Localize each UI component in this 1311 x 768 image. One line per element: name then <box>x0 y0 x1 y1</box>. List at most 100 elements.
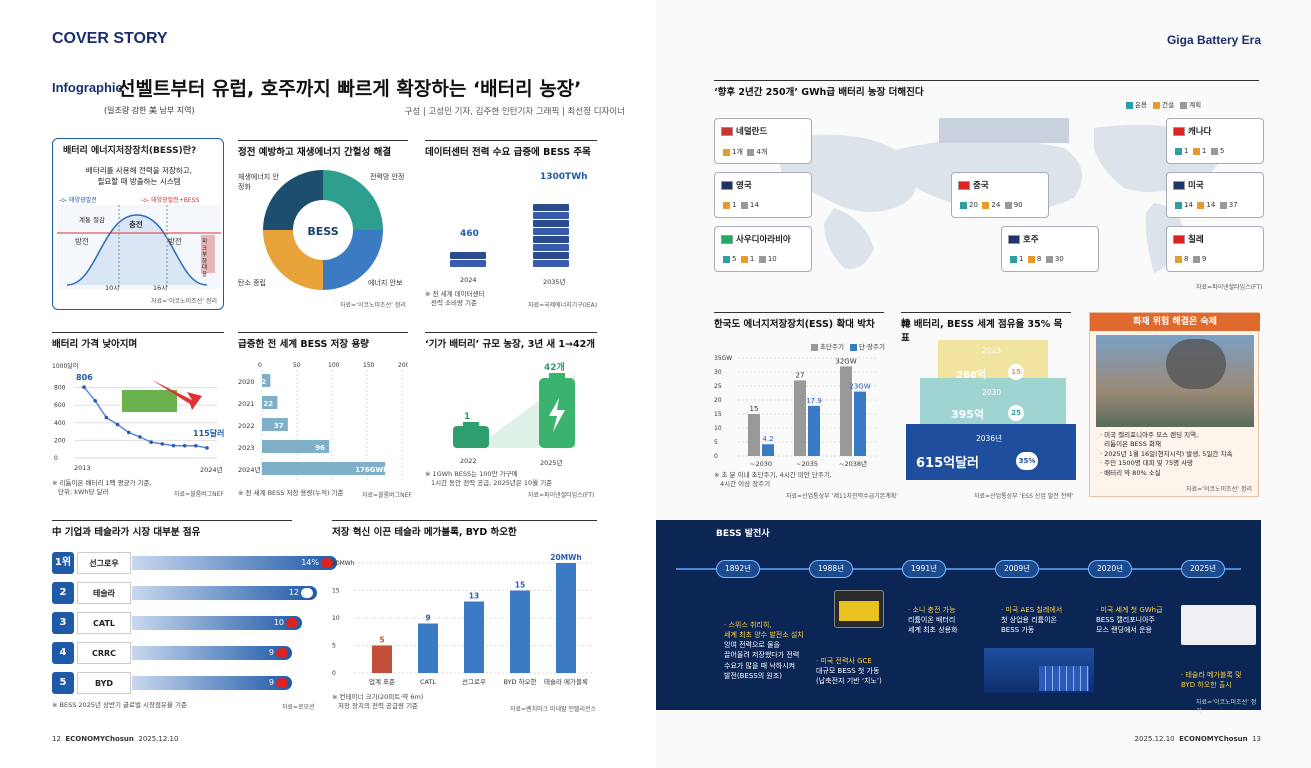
history-source: 자료=‘이코노미조선’ 정리 <box>1196 699 1257 715</box>
battery-label <box>839 601 879 621</box>
ks-value-0: 266억 <box>956 370 987 381</box>
role-source: 자료=‘이코노미조선’ 정리 <box>340 302 406 309</box>
den-tick: 5 <box>332 643 336 650</box>
ess-label-b: 4.2 <box>762 435 773 443</box>
price-x1: 2013 <box>74 464 91 472</box>
h1-4: 수요가 많을 때 낙하시켜 <box>724 661 796 670</box>
country-box: 캐나다 1 1 5 <box>1166 118 1264 164</box>
h1-2: 잉여 전력으로 물을 <box>724 641 780 650</box>
share-rank: 1위 <box>52 552 74 574</box>
price-start-label: 806 <box>76 373 93 382</box>
milestone-year: 2009년 <box>995 560 1039 578</box>
milestone-year: 1988년 <box>809 560 853 578</box>
role-q4: 에너지 안보 <box>368 279 403 287</box>
country-box: 칠레 8 9 <box>1166 226 1264 272</box>
ks-band-2025 <box>938 340 1048 378</box>
ess-label-b: 23GW <box>849 383 870 391</box>
legend-solar-bess-label: 태양광발전+BESS <box>151 197 200 204</box>
price-point <box>82 385 86 389</box>
ess-label-a: 27 <box>796 371 805 379</box>
share-rank: 5 <box>52 672 74 694</box>
dc-value-2035: 1300TWh <box>540 172 588 182</box>
flag-icon <box>721 181 733 190</box>
legend-construction: 건설 <box>1162 101 1175 109</box>
ks-band-2036 <box>906 424 1076 480</box>
giga-chart <box>453 373 575 448</box>
solar-panel <box>1039 666 1089 691</box>
bess-intro-title: 배터리 에너지저장장치(BESS)란? <box>63 146 197 156</box>
ks-year-2: 2036년 <box>976 434 1002 443</box>
ess-x-label: ~2038년 <box>839 459 867 468</box>
giga-note-1: ※ 1GWh BESS는 100만 가구에 <box>425 470 518 478</box>
country-box: 중국 20 24 90 <box>951 172 1049 218</box>
solar-curve <box>66 214 208 286</box>
milestone-year: 1892년 <box>716 560 760 578</box>
price-point <box>160 442 165 446</box>
dc-source: 자료=국제에너지기구(IEA) <box>528 302 598 309</box>
h6-0: · 테슬라 메가블록 및 <box>1181 671 1242 679</box>
history-title: BESS 발전사 <box>716 529 770 539</box>
share-source: 자료=로모션 <box>282 704 315 711</box>
h4-2: BESS 가동 <box>1001 626 1035 635</box>
dc-stack-2035-unit <box>533 220 569 227</box>
ess-label-a: 15 <box>750 405 759 413</box>
giga-title: ‘기가 배터리’ 규모 농장, 3년 새 1→42개 <box>425 332 597 350</box>
cut-label: 계통 절감 <box>79 216 105 224</box>
credit: 구성 | 고성민 기자, 김주현 인턴기자 그래픽 | 최선정 디자이너 <box>404 107 625 117</box>
fire-photo <box>1096 335 1254 427</box>
density-note-1: ※ 컨테이너 크기(20피트·약 6m) <box>332 693 424 701</box>
price-tick: 400 <box>54 420 66 427</box>
cap-bar <box>262 418 288 431</box>
cap-bar <box>262 396 278 409</box>
role-q3: 탄소 중립 <box>238 279 266 287</box>
ess-note-1: ※ 초 분 이내 초단주기, 4시간 미만 단주기, <box>714 471 832 479</box>
discharge-label-1: 방전 <box>75 237 89 246</box>
price-source: 자료=블룸버그NEF <box>174 491 224 498</box>
price-tick: 800 <box>54 385 66 392</box>
ess-x-label: ~2030 <box>750 460 772 468</box>
price-note-2: 단위: kWh당 달러 <box>58 488 109 496</box>
flag-icon <box>276 678 288 688</box>
flag-icon <box>301 588 313 598</box>
role-q1: 재생에너지 안정화 <box>238 173 279 191</box>
giga-v1: 1 <box>464 412 471 422</box>
cap-bar <box>262 374 271 387</box>
price-point <box>149 440 153 444</box>
dc-note-2: 전력 소비량 기준 <box>431 299 477 307</box>
flag-icon <box>1173 235 1185 244</box>
ess-bar-b <box>762 444 774 456</box>
h3-1: 리튬이온 배터리 <box>908 616 956 625</box>
time-16: 16시 <box>153 284 168 292</box>
history-text-1: · 스위스 취리히, 세계 최초 양수 발전소 설치 잉여 전력으로 물을 끌어올려 … <box>724 620 804 681</box>
den-bar-label: 9 <box>425 614 430 623</box>
price-unit: 1000달러 <box>52 363 79 370</box>
share-bar: 12 <box>132 586 317 600</box>
peak-band <box>201 235 215 273</box>
time-10: 10시 <box>105 284 120 292</box>
price-tick: 0 <box>54 455 58 462</box>
ess-legend-b: 단·장주기 <box>859 343 885 351</box>
cap-bar-label: 12 <box>256 378 266 386</box>
bess-intro-panel: 배터리 에너지저장장치(BESS)란? 배터리를 사용해 전력을 저장하고, 필… <box>52 138 224 310</box>
bess-intro-source: 자료=‘이코노미조선’ 정리 <box>151 298 217 305</box>
history-text-5: · 미국 세계 첫 GWh급 BESS 캘리포니아주 모스 랜딩에서 운용 <box>1096 605 1163 635</box>
megablock-illustration <box>1181 605 1256 645</box>
den-bar-label: 20MWh <box>550 553 582 562</box>
h1-3: 끌어올려 저장했다가 전력 <box>724 651 800 660</box>
quad-renewable <box>263 170 323 230</box>
share-company: 테슬라 <box>77 582 131 604</box>
ess-tick: 30 <box>714 369 722 376</box>
price-point <box>182 443 187 448</box>
share-note: ※ BESS 2025년 상반기 글로벌 시장점유율 기준 <box>52 701 187 709</box>
ess-chart: 35GW 30 25 20 15 10 5 0 15 4.2 ~2030 27 17.9 ~2035 32G… <box>714 355 878 468</box>
fire-source: 자료=‘이코노미조선’ 정리 <box>1186 486 1252 493</box>
share-row: 4 CRRC 9 <box>52 642 292 664</box>
country-name: 칠레 <box>1173 233 1204 245</box>
country-values: 5 1 10 <box>723 255 781 263</box>
ks-year-1: 2030 <box>982 388 1002 397</box>
den-tick: 10 <box>332 615 340 622</box>
ess-bar-b <box>808 405 820 456</box>
dc-stack-2035-unit <box>533 260 569 267</box>
price-end-label: 115달러 <box>193 429 225 438</box>
ess-tick: 20 <box>714 397 722 404</box>
